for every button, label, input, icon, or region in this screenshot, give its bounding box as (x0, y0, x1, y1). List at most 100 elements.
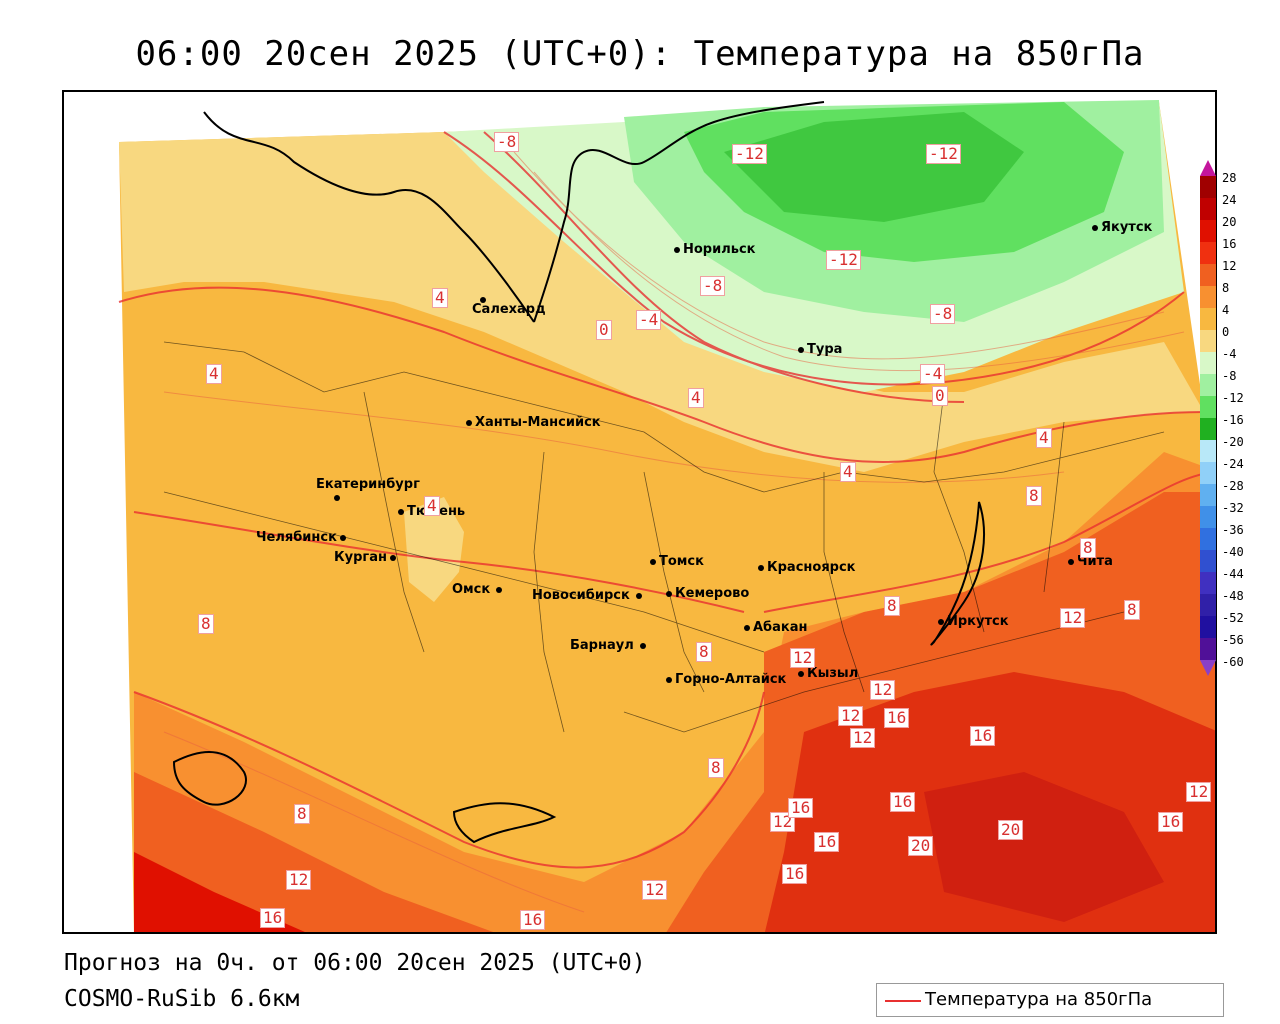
contour-label: -8 (930, 304, 956, 324)
city-marker[interactable]: Кемерово (666, 586, 749, 601)
colorbar-swatch (1200, 440, 1216, 462)
colorbar-swatch (1200, 638, 1216, 660)
colorbar-swatch (1200, 462, 1216, 484)
contour-label: 8 (884, 596, 900, 616)
city-marker[interactable]: Новосибирск (532, 588, 645, 603)
colorbar-tick-label: -20 (1222, 435, 1244, 449)
contour-label: 4 (432, 288, 448, 308)
colorbar-tick-label: -12 (1222, 391, 1244, 405)
contour-label: -4 (920, 364, 946, 384)
colorbar-tick-label: -36 (1222, 523, 1244, 537)
colorbar-tick-label: -56 (1222, 633, 1244, 647)
city-name: Омск (452, 582, 491, 597)
temperature-map[interactable]: Норильск Якутск Салехард Тура Ханты-Манс… (62, 90, 1217, 934)
city-name: Курган (334, 550, 387, 565)
city-marker[interactable]: Барнаул (570, 638, 649, 653)
city-name: Барнаул (570, 638, 634, 653)
city-marker[interactable]: Горно-Алтайск (666, 672, 786, 687)
city-marker[interactable] (334, 490, 343, 505)
city-name: Ханты-Мансийск (475, 415, 601, 430)
city-name: Челябинск (256, 530, 337, 545)
color-scale-bar (1200, 160, 1216, 676)
city-marker[interactable]: Иркутск (938, 614, 1009, 629)
contour-label: 8 (1026, 486, 1042, 506)
colorbar-tick-label: 12 (1222, 259, 1237, 273)
city-name: Томск (659, 554, 704, 569)
contour-label: -4 (636, 310, 662, 330)
colorbar-swatch (1200, 550, 1216, 572)
contour-label: 20 (998, 820, 1024, 840)
contour-label: 4 (688, 388, 704, 408)
colorbar-swatch (1200, 352, 1216, 374)
colorbar-tick-label: -60 (1222, 655, 1244, 669)
colorbar-swatch (1200, 176, 1216, 198)
colorbar-swatch (1200, 528, 1216, 550)
city-marker[interactable]: Якутск (1092, 220, 1152, 235)
contour-label: 0 (596, 320, 612, 340)
contour-label: 8 (708, 758, 724, 778)
colorbar-tick-label: -24 (1222, 457, 1244, 471)
map-canvas (64, 92, 1215, 932)
city-marker[interactable]: Тура (798, 342, 842, 357)
contour-label: 16 (782, 864, 808, 884)
colorbar-swatch (1200, 242, 1216, 264)
legend-line-swatch (885, 1000, 921, 1002)
contour-label: 4 (424, 496, 440, 516)
colorbar-tick-label: -52 (1222, 611, 1244, 625)
city-name-label: Екатеринбург (316, 477, 420, 492)
city-name: Кемерово (675, 586, 750, 601)
contour-label: 8 (198, 614, 214, 634)
colorbar-swatch (1200, 506, 1216, 528)
contour-label: 4 (1036, 428, 1052, 448)
colorbar-top-arrow (1200, 160, 1216, 176)
city-marker[interactable]: Ханты-Мансийск (466, 415, 601, 430)
city-marker[interactable]: Омск (452, 582, 505, 597)
map-legend: Температура на 850гПа (876, 983, 1224, 1017)
colorbar-swatch (1200, 198, 1216, 220)
city-name: Тура (807, 342, 843, 357)
colorbar-cells (1200, 176, 1216, 660)
forecast-info: Прогноз на 0ч. от 06:00 20сен 2025 (UTC+… (64, 950, 646, 976)
city-marker[interactable]: Абакан (744, 620, 808, 635)
contour-label: -8 (494, 132, 520, 152)
city-marker[interactable]: Норильск (674, 242, 756, 257)
contour-label: 12 (838, 706, 864, 726)
colorbar-tick-label: -4 (1222, 347, 1237, 361)
city-marker[interactable]: Красноярск (758, 560, 856, 575)
colorbar-swatch (1200, 616, 1216, 638)
colorbar-tick-label: -44 (1222, 567, 1244, 581)
contour-label: -12 (732, 144, 767, 164)
city-name: Новосибирск (532, 588, 630, 603)
colorbar-swatch (1200, 594, 1216, 616)
contour-label: 0 (932, 386, 948, 406)
colorbar-swatch (1200, 264, 1216, 286)
colorbar-swatch (1200, 308, 1216, 330)
contour-label: 20 (908, 836, 934, 856)
colorbar-tick-label: 24 (1222, 193, 1237, 207)
colorbar-tick-label: -32 (1222, 501, 1244, 515)
city-marker[interactable] (480, 292, 489, 307)
contour-label: 16 (788, 798, 814, 818)
city-marker[interactable]: Томск (650, 554, 704, 569)
colorbar-swatch (1200, 330, 1216, 352)
city-marker[interactable]: Курган (334, 550, 399, 565)
colorbar-tick-label: -48 (1222, 589, 1244, 603)
colorbar-bottom-arrow (1200, 660, 1216, 676)
colorbar-tick-label: -16 (1222, 413, 1244, 427)
contour-label: 12 (850, 728, 876, 748)
city-name: Абакан (753, 620, 808, 635)
city-name: Норильск (683, 242, 756, 257)
city-marker[interactable]: Кызыл (798, 666, 858, 681)
contour-label: 16 (884, 708, 910, 728)
contour-label: 12 (790, 648, 816, 668)
contour-label: 12 (1060, 608, 1086, 628)
contour-label: 16 (970, 726, 996, 746)
colorbar-tick-label: 20 (1222, 215, 1237, 229)
city-name-label: Салехард (472, 302, 546, 317)
model-info: COSMO-RuSib 6.6км (64, 986, 300, 1012)
city-marker[interactable]: Челябинск (256, 530, 349, 545)
contour-label: 8 (1124, 600, 1140, 620)
legend-label: Температура на 850гПа (925, 989, 1153, 1010)
contour-label: 12 (870, 680, 896, 700)
city-name: Иркутск (947, 614, 1009, 629)
